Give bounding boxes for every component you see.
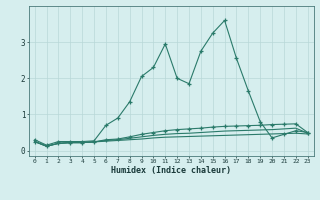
X-axis label: Humidex (Indice chaleur): Humidex (Indice chaleur) [111, 166, 231, 175]
